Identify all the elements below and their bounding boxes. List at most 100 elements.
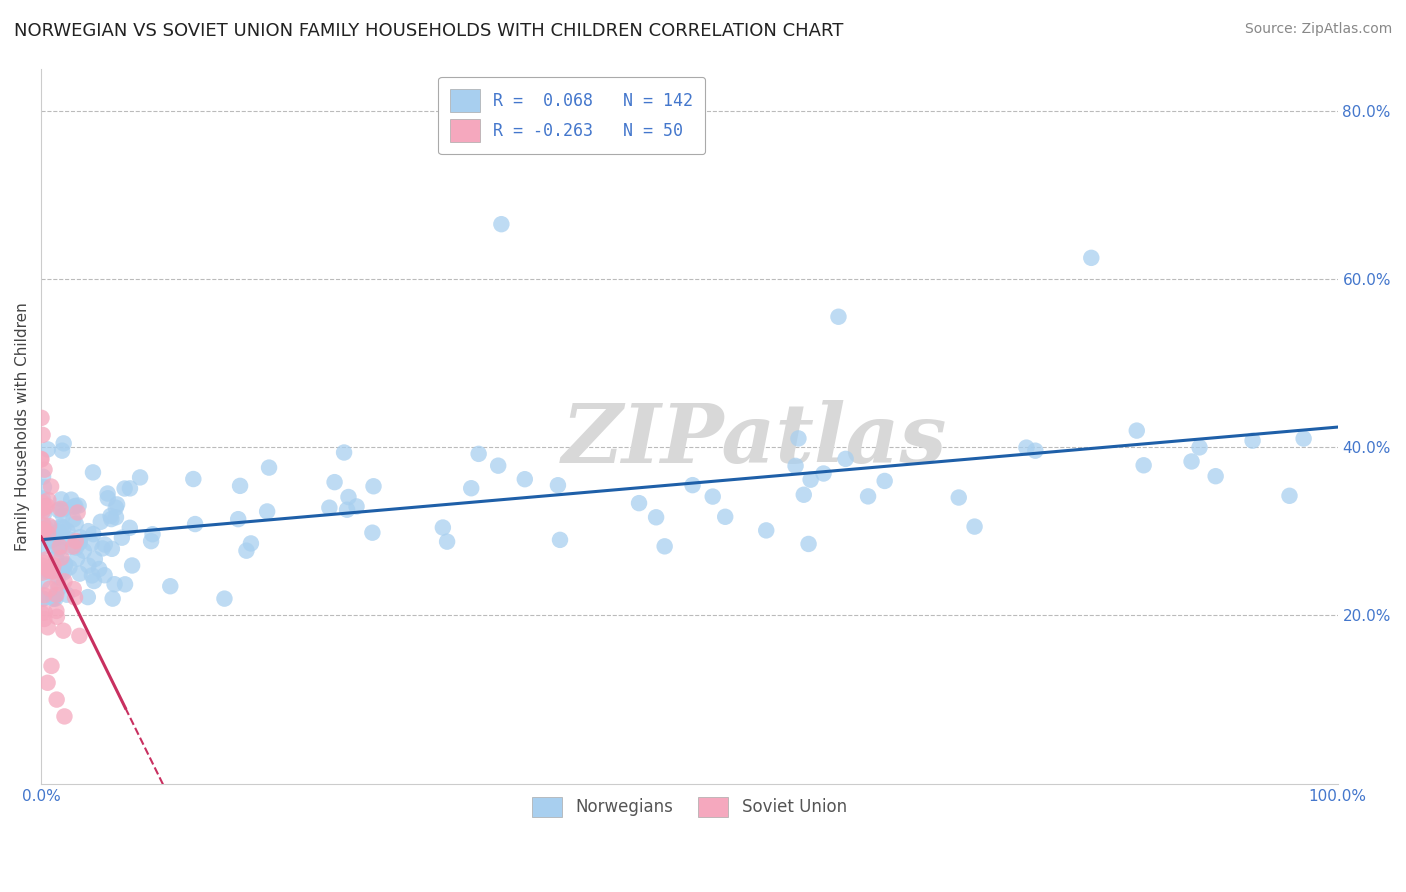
Point — [1132, 458, 1154, 473]
Point — [51, 564, 73, 578]
Point — [45, 551, 67, 566]
Point — [1292, 432, 1315, 446]
Point — [645, 510, 668, 524]
Point — [52, 436, 75, 450]
Point — [52, 566, 75, 580]
Point — [491, 217, 513, 231]
Point — [37, 565, 59, 579]
Point — [53, 574, 76, 589]
Point — [37, 493, 59, 508]
Point — [67, 499, 90, 513]
Point — [337, 490, 360, 504]
Point — [513, 472, 536, 486]
Point — [103, 577, 125, 591]
Point — [42, 558, 65, 573]
Point — [797, 537, 820, 551]
Point — [65, 541, 87, 555]
Point — [89, 562, 111, 576]
Point — [111, 531, 134, 545]
Point — [69, 534, 91, 549]
Point — [62, 540, 84, 554]
Point — [104, 510, 127, 524]
Point — [235, 543, 257, 558]
Point — [32, 469, 55, 483]
Point — [82, 527, 104, 541]
Point — [66, 551, 89, 566]
Point — [37, 442, 59, 457]
Point — [118, 521, 141, 535]
Point — [51, 550, 73, 565]
Point — [702, 490, 724, 504]
Point — [41, 521, 63, 535]
Point — [1015, 441, 1038, 455]
Point — [121, 558, 143, 573]
Point — [31, 591, 53, 606]
Point — [35, 521, 58, 535]
Point — [35, 552, 58, 566]
Point — [467, 447, 489, 461]
Point — [654, 539, 676, 553]
Point — [32, 524, 55, 538]
Point — [62, 582, 84, 596]
Point — [53, 709, 76, 723]
Point — [432, 520, 454, 534]
Point — [460, 481, 482, 495]
Point — [239, 536, 262, 550]
Point — [39, 533, 62, 548]
Point — [114, 577, 136, 591]
Point — [34, 528, 56, 542]
Point — [58, 540, 80, 554]
Point — [30, 452, 52, 467]
Y-axis label: Family Households with Children: Family Households with Children — [15, 301, 30, 550]
Point — [873, 474, 896, 488]
Point — [1126, 424, 1149, 438]
Point — [346, 500, 368, 514]
Point — [52, 624, 75, 638]
Text: ZIPatlas: ZIPatlas — [561, 401, 948, 481]
Point — [336, 502, 359, 516]
Point — [827, 310, 849, 324]
Point — [51, 502, 73, 516]
Point — [48, 503, 70, 517]
Point — [32, 504, 55, 518]
Point — [38, 582, 60, 596]
Point — [31, 523, 53, 537]
Point — [34, 500, 56, 514]
Point — [834, 451, 856, 466]
Text: Source: ZipAtlas.com: Source: ZipAtlas.com — [1244, 22, 1392, 37]
Point — [51, 519, 73, 533]
Point — [34, 556, 56, 570]
Point — [37, 620, 59, 634]
Text: NORWEGIAN VS SOVIET UNION FAMILY HOUSEHOLDS WITH CHILDREN CORRELATION CHART: NORWEGIAN VS SOVIET UNION FAMILY HOUSEHO… — [14, 22, 844, 40]
Point — [34, 612, 56, 626]
Point — [1188, 441, 1211, 455]
Point — [361, 525, 384, 540]
Point — [1278, 489, 1301, 503]
Point — [58, 560, 80, 574]
Point — [129, 470, 152, 484]
Point — [44, 591, 66, 606]
Point — [31, 606, 53, 620]
Point — [31, 574, 53, 589]
Point — [56, 532, 79, 546]
Point — [31, 428, 53, 442]
Point — [159, 579, 181, 593]
Point — [30, 523, 52, 537]
Point — [37, 675, 59, 690]
Point — [856, 489, 879, 503]
Point — [104, 500, 127, 515]
Point — [229, 479, 252, 493]
Point — [53, 558, 76, 573]
Point — [30, 502, 52, 516]
Point — [94, 537, 117, 551]
Point — [46, 582, 69, 596]
Point — [31, 591, 53, 606]
Point — [105, 497, 128, 511]
Point — [800, 473, 823, 487]
Point — [39, 479, 62, 493]
Point — [226, 512, 249, 526]
Point — [948, 491, 970, 505]
Point — [548, 533, 571, 547]
Point — [31, 500, 53, 515]
Point — [52, 508, 75, 523]
